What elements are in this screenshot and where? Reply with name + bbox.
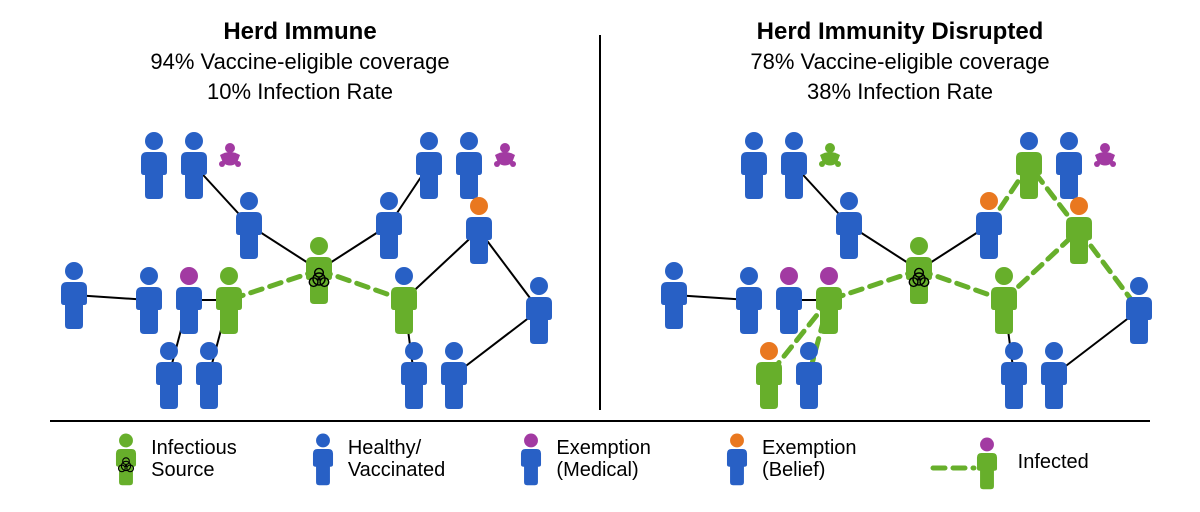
panel-herd-immune: Herd Immune 94% Vaccine-eligible coverag…	[0, 0, 600, 420]
person-icon	[790, 340, 828, 410]
person-icon	[995, 340, 1033, 410]
person-icon	[1010, 130, 1048, 200]
legend-exemption-belief-label: Exemption (Belief)	[762, 437, 857, 481]
panel-herd-disrupted: Herd Immunity Disrupted 78% Vaccine-elig…	[600, 0, 1200, 420]
person-icon	[985, 265, 1023, 335]
legend-infected-icon	[928, 432, 1008, 492]
baby-icon	[1090, 140, 1120, 170]
legend-infectious-icon	[111, 432, 141, 486]
baby-icon	[815, 140, 845, 170]
legend-exemption-medical-icon	[516, 432, 546, 486]
person-icon	[55, 260, 93, 330]
right-diagram	[600, 115, 1200, 415]
person-icon	[655, 260, 693, 330]
right-subtitle-1: 78% Vaccine-eligible coverage	[600, 48, 1200, 76]
person-icon	[410, 130, 448, 200]
left-title-block: Herd Immune 94% Vaccine-eligible coverag…	[0, 0, 600, 105]
person-icon	[1120, 275, 1158, 345]
person-icon	[830, 190, 868, 260]
person-icon	[970, 190, 1008, 260]
left-subtitle-2: 10% Infection Rate	[0, 78, 600, 106]
person-icon	[385, 265, 423, 335]
person-icon	[130, 265, 168, 335]
person-icon	[730, 265, 768, 335]
person-icon	[150, 340, 188, 410]
person-icon	[300, 235, 338, 305]
panel-divider	[599, 35, 601, 410]
person-icon	[1035, 340, 1073, 410]
left-title: Herd Immune	[0, 18, 600, 46]
legend-exemption-medical: Exemption (Medical)	[516, 432, 651, 486]
legend-healthy-icon	[308, 432, 338, 486]
legend-healthy: Healthy/ Vaccinated	[308, 432, 445, 486]
person-icon	[750, 340, 788, 410]
person-icon	[900, 235, 938, 305]
legend: Infectious Source Healthy/ Vaccinated Ex…	[0, 422, 1200, 512]
legend-exemption-belief: Exemption (Belief)	[722, 432, 857, 486]
person-icon	[370, 190, 408, 260]
person-icon	[460, 195, 498, 265]
legend-exemption-medical-label: Exemption (Medical)	[556, 437, 651, 481]
left-subtitle-1: 94% Vaccine-eligible coverage	[0, 48, 600, 76]
legend-healthy-label: Healthy/ Vaccinated	[348, 437, 445, 481]
person-icon	[230, 190, 268, 260]
person-icon	[435, 340, 473, 410]
person-icon	[210, 265, 248, 335]
person-icon	[735, 130, 773, 200]
person-icon	[175, 130, 213, 200]
person-icon	[1050, 130, 1088, 200]
right-title: Herd Immunity Disrupted	[600, 18, 1200, 46]
person-icon	[450, 130, 488, 200]
person-icon	[810, 265, 848, 335]
person-icon	[775, 130, 813, 200]
legend-infectious: Infectious Source	[111, 432, 237, 486]
person-icon	[770, 265, 808, 335]
left-diagram	[0, 115, 600, 415]
right-title-block: Herd Immunity Disrupted 78% Vaccine-elig…	[600, 0, 1200, 105]
baby-icon	[215, 140, 245, 170]
person-icon	[1060, 195, 1098, 265]
person-icon	[135, 130, 173, 200]
legend-exemption-belief-icon	[722, 432, 752, 486]
person-icon	[395, 340, 433, 410]
person-icon	[190, 340, 228, 410]
person-icon	[170, 265, 208, 335]
legend-infectious-label: Infectious Source	[151, 437, 237, 481]
person-icon	[520, 275, 558, 345]
baby-icon	[490, 140, 520, 170]
legend-infected: Infected	[928, 432, 1089, 492]
legend-infected-label: Infected	[1018, 451, 1089, 473]
right-subtitle-2: 38% Infection Rate	[600, 78, 1200, 106]
